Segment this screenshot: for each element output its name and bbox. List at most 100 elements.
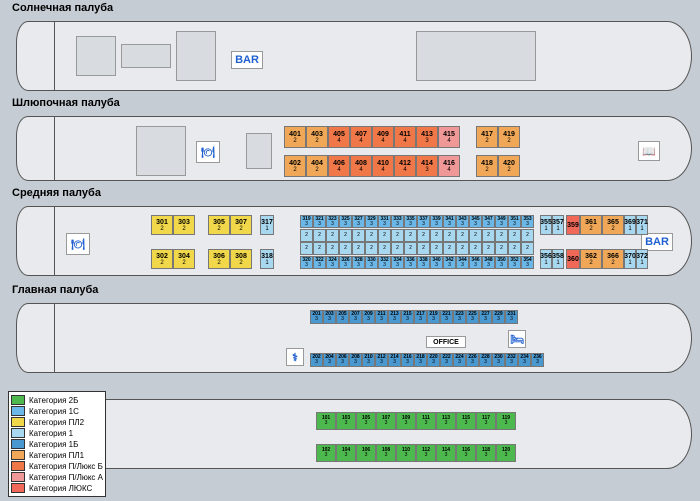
cabin[interactable]: 4012 [284, 126, 306, 148]
cabin[interactable]: 3012 [151, 215, 173, 235]
cabin[interactable]: 2243 [453, 353, 466, 367]
cabin[interactable]: 3533 [521, 215, 534, 228]
cabin[interactable]: 2 [521, 229, 534, 242]
cabin[interactable]: 3223 [313, 256, 326, 269]
cabin[interactable]: 2 [326, 242, 339, 255]
cabin[interactable]: 2063 [336, 353, 349, 367]
cabin[interactable]: 4104 [372, 155, 394, 177]
cabin[interactable]: 2 [495, 229, 508, 242]
cabin[interactable]: 2293 [492, 310, 505, 324]
cabin[interactable]: 2 [495, 242, 508, 255]
cabin[interactable]: 4124 [394, 155, 416, 177]
cabin[interactable]: 2 [430, 242, 443, 255]
cabin[interactable]: 1183 [476, 444, 496, 462]
cabin[interactable]: 3263 [339, 256, 352, 269]
cabin[interactable]: 2 [404, 229, 417, 242]
cabin[interactable]: 1163 [456, 444, 476, 462]
cabin[interactable]: 3652 [602, 215, 624, 235]
cabin[interactable]: 3082 [230, 249, 252, 269]
cabin[interactable]: 3393 [430, 215, 443, 228]
cabin[interactable]: 3383 [417, 256, 430, 269]
cabin[interactable]: 2 [339, 242, 352, 255]
cabin[interactable]: 3622 [580, 249, 602, 269]
cabin[interactable]: 2 [469, 242, 482, 255]
cabin[interactable]: 2 [521, 242, 534, 255]
cabin[interactable]: 3551 [540, 215, 552, 235]
cabin[interactable]: 3561 [540, 249, 552, 269]
cabin[interactable]: 4054 [328, 126, 350, 148]
cabin[interactable]: 1203 [496, 444, 516, 462]
cabin[interactable]: 2313 [505, 310, 518, 324]
cabin[interactable]: 2 [365, 229, 378, 242]
cabin[interactable]: 1193 [496, 412, 516, 430]
cabin[interactable]: 3523 [508, 256, 521, 269]
cabin[interactable]: 2143 [388, 353, 401, 367]
cabin[interactable]: 3181 [260, 249, 274, 269]
cabin[interactable]: 3543 [521, 256, 534, 269]
cabin[interactable]: 1173 [476, 412, 496, 430]
cabin[interactable]: 2043 [323, 353, 336, 367]
cabin[interactable]: 1143 [436, 444, 456, 462]
cabin[interactable]: 2123 [375, 353, 388, 367]
cabin[interactable]: 2153 [401, 310, 414, 324]
cabin[interactable]: 3423 [443, 256, 456, 269]
cabin[interactable]: 3483 [482, 256, 495, 269]
cabin[interactable]: 3581 [552, 249, 564, 269]
cabin[interactable]: 2 [391, 242, 404, 255]
cabin[interactable]: 2023 [310, 353, 323, 367]
cabin[interactable]: 4114 [394, 126, 416, 148]
cabin[interactable]: 2 [300, 229, 313, 242]
cabin[interactable]: 360 [566, 249, 580, 269]
cabin[interactable]: 2 [339, 229, 352, 242]
cabin[interactable]: 2093 [362, 310, 375, 324]
cabin[interactable]: 2 [508, 242, 521, 255]
cabin[interactable]: 3413 [443, 215, 456, 228]
cabin[interactable]: 1023 [316, 444, 336, 462]
cabin[interactable]: 3032 [173, 215, 195, 235]
cabin[interactable]: 4143 [416, 155, 438, 177]
cabin[interactable]: 3433 [456, 215, 469, 228]
cabin[interactable]: 2 [443, 242, 456, 255]
cabin[interactable]: 3203 [300, 256, 313, 269]
cabin[interactable]: 3503 [495, 256, 508, 269]
cabin[interactable]: 2033 [323, 310, 336, 324]
cabin[interactable]: 3513 [508, 215, 521, 228]
cabin[interactable]: 2 [352, 242, 365, 255]
cabin[interactable]: 2053 [336, 310, 349, 324]
cabin[interactable]: 3363 [404, 256, 417, 269]
cabin[interactable]: 3313 [378, 215, 391, 228]
cabin[interactable]: 2193 [427, 310, 440, 324]
cabin[interactable]: 2273 [479, 310, 492, 324]
cabin[interactable]: 2 [378, 229, 391, 242]
cabin[interactable]: 3701 [624, 249, 636, 269]
cabin[interactable]: 1153 [456, 412, 476, 430]
cabin[interactable]: 3353 [404, 215, 417, 228]
cabin[interactable]: 1103 [396, 444, 416, 462]
cabin[interactable]: 2213 [440, 310, 453, 324]
cabin[interactable]: 1113 [416, 412, 436, 430]
cabin[interactable]: 3443 [456, 256, 469, 269]
cabin[interactable]: 3612 [580, 215, 602, 235]
cabin[interactable]: 2 [378, 242, 391, 255]
cabin[interactable]: 3493 [495, 215, 508, 228]
cabin[interactable]: 3323 [378, 256, 391, 269]
cabin[interactable]: 3233 [326, 215, 339, 228]
cabin[interactable]: 2013 [310, 310, 323, 324]
cabin[interactable]: 3473 [482, 215, 495, 228]
cabin[interactable]: 4042 [306, 155, 328, 177]
cabin[interactable]: 1043 [336, 444, 356, 462]
cabin[interactable]: 2 [469, 229, 482, 242]
cabin[interactable]: 3022 [151, 249, 173, 269]
cabin[interactable]: 3691 [624, 215, 636, 235]
cabin[interactable]: 1123 [416, 444, 436, 462]
cabin[interactable]: 3042 [173, 249, 195, 269]
cabin[interactable]: 2 [456, 229, 469, 242]
cabin[interactable]: 4164 [438, 155, 460, 177]
cabin[interactable]: 2263 [466, 353, 479, 367]
cabin[interactable]: 3662 [602, 249, 624, 269]
cabin[interactable]: 2203 [427, 353, 440, 367]
cabin[interactable]: 2 [417, 229, 430, 242]
cabin[interactable]: 3062 [208, 249, 230, 269]
cabin[interactable]: 3253 [339, 215, 352, 228]
cabin[interactable]: 3721 [636, 249, 648, 269]
